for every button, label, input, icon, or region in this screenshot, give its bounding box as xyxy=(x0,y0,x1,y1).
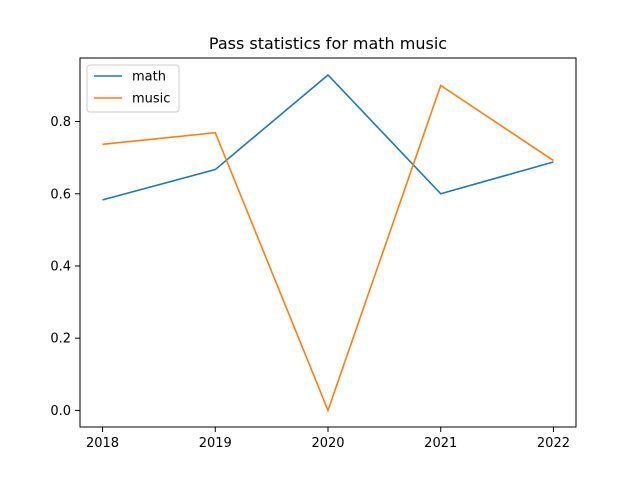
x-tick-label: 2020 xyxy=(311,436,344,451)
plot-frame xyxy=(79,57,577,428)
legend-label-music: music xyxy=(132,92,170,107)
x-tick-label: 2018 xyxy=(86,436,119,451)
y-tick-label: 0.2 xyxy=(50,332,71,347)
series-line-music xyxy=(102,84,554,413)
x-tick-label: 2022 xyxy=(537,436,570,451)
x-tick-label: 2021 xyxy=(424,436,457,451)
legend-label-math: math xyxy=(132,70,166,85)
chart-title: Pass statistics for math music xyxy=(209,34,447,53)
y-tick-label: 0.6 xyxy=(50,187,71,202)
y-tick-label: 0.4 xyxy=(50,259,71,274)
legend: math music xyxy=(86,64,180,113)
series-line-math xyxy=(102,73,554,201)
y-tick-label: 0.8 xyxy=(50,115,71,130)
x-tick-label: 2019 xyxy=(199,436,232,451)
y-tick-label: 0.0 xyxy=(50,404,71,419)
